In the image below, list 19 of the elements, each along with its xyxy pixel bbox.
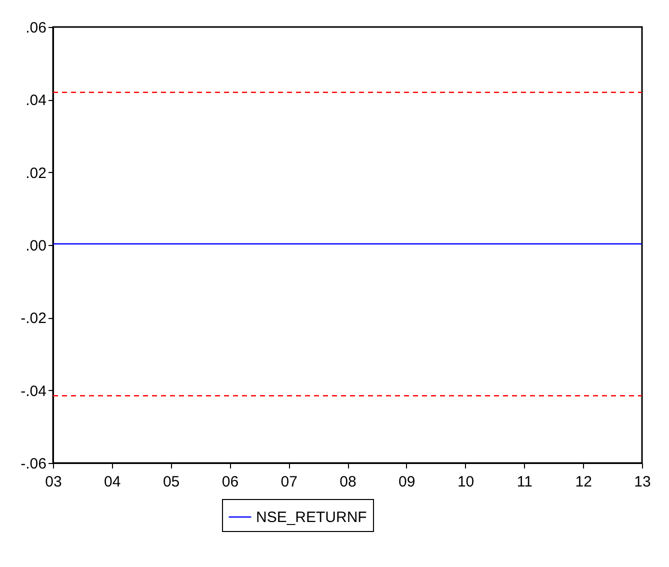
x-tick-label: 07 xyxy=(280,474,298,490)
x-tick-label: 06 xyxy=(222,474,239,490)
legend-label: NSE_RETURNF xyxy=(256,509,367,526)
x-tick-label: 12 xyxy=(575,474,592,490)
x-tick-label: 04 xyxy=(104,474,121,490)
x-tick-label: 03 xyxy=(45,474,62,490)
x-tick-label: 10 xyxy=(457,474,474,490)
x-tick-label: 13 xyxy=(634,474,651,490)
x-tick-label: 09 xyxy=(398,474,416,490)
y-tick-label: -.06 xyxy=(20,456,46,472)
y-tick-label: .06 xyxy=(26,20,46,36)
y-tick-label: -.04 xyxy=(20,382,46,400)
y-tick-label: -.02 xyxy=(20,310,46,328)
x-tick-label: 11 xyxy=(516,474,532,490)
x-tick-label: 05 xyxy=(162,474,180,490)
y-tick-label: .02 xyxy=(26,164,46,182)
y-tick-label: .04 xyxy=(26,92,46,110)
y-tick-label: .00 xyxy=(26,238,46,254)
x-tick-label: 08 xyxy=(340,474,356,490)
